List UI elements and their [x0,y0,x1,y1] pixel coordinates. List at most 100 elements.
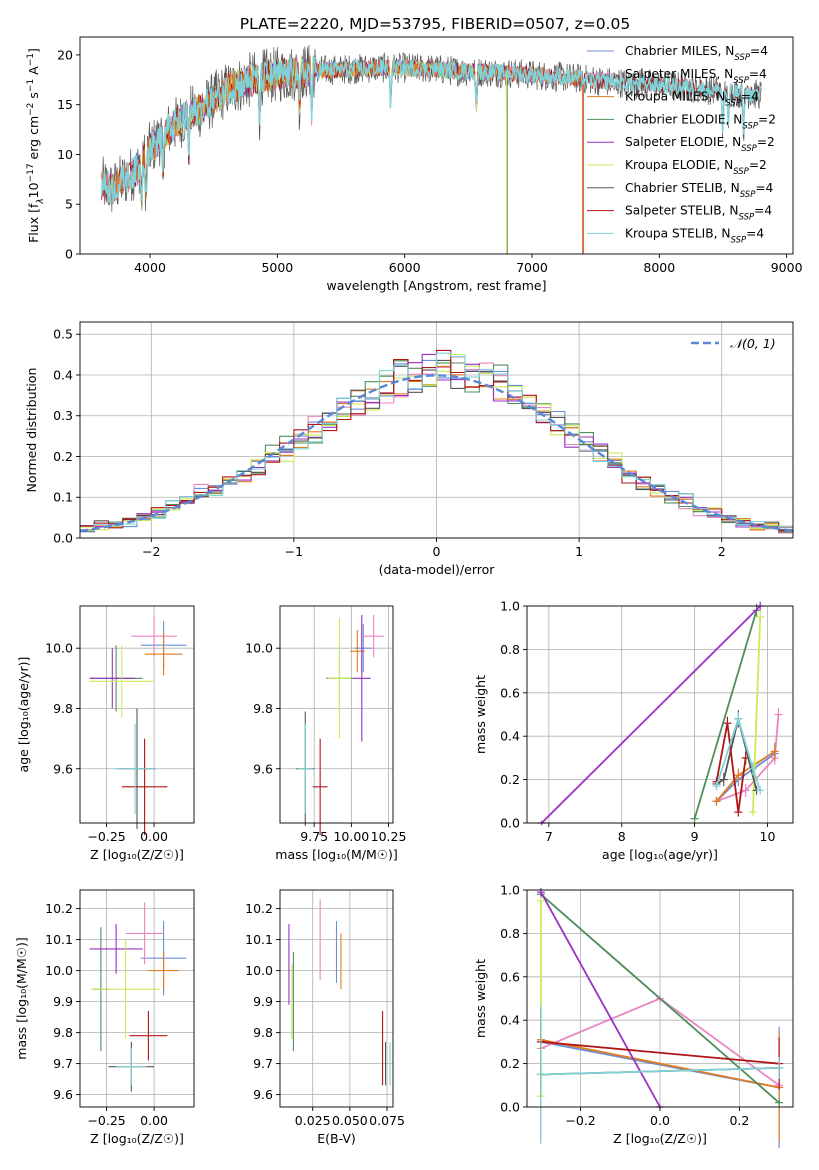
spectrum-series-KroupaSTELIB [100,55,762,204]
legend-text: Salpeter STELIB, N [625,204,738,218]
y-tick-label: 0.0 [53,531,73,546]
y-tick-label: 10.1 [45,932,73,947]
legend-label-ChabrierELODIE: Chabrier ELODIE, NSSP=2 [625,112,776,131]
x-tick-label: 5000 [261,260,293,275]
plot-frame [279,605,394,824]
y-tick-label: 0.0 [500,1100,520,1115]
x-tick-label: 0.00 [140,1113,168,1128]
frame-residual_hist: −2 −1 0 1 2 0.0 0.1 0.2 0.3 0.4 0.5 (data-model)/er… [24,321,794,577]
y-tick-label: 9.6 [53,761,73,776]
y-tick-label: 0.3 [53,408,73,423]
y-tick-label: 0.2 [500,1056,520,1071]
y-tick-label: 0.5 [53,327,73,342]
x-tick-label: 7 [545,829,553,844]
legend-subscript: SSP [742,121,758,131]
x-tick-label: 10.25 [371,829,407,844]
normal-curve [79,374,794,533]
x-tick-label: 0.050 [332,1113,368,1128]
legend-suffix: =2 [757,135,775,149]
spectrum-series-SalpeterSTELIB [101,56,762,203]
y-tick-label: 10.2 [45,901,73,916]
y-tick-label: 9.6 [253,761,273,776]
y-tick-label: 9.8 [53,701,73,716]
x-tick-label: 1 [575,544,583,559]
x-tick-label: 0.075 [369,1113,405,1128]
plot-frame [79,889,195,1108]
y-tick-label: 9.6 [253,1087,273,1102]
legend-label-SalpeterMILES: Salpeter MILES, NSSP=4 [625,67,767,86]
y-axis-label: mass [log₁₀(M/M☉)] [14,937,29,1059]
legend-subscript: SSP [738,213,754,223]
y-axis-label-part: −1 [26,53,36,66]
legend-label-normal: 𝒩(0, 1) [730,336,776,351]
y-tick-label: 0.4 [500,1013,520,1028]
y-tick-label: 0.2 [500,772,520,787]
x-tick-label: 0 [433,544,441,559]
weight-line-SalpeterMILES [716,714,780,803]
x-tick-label: −2 [142,544,160,559]
y-tick-label: 0 [65,247,73,262]
weight-line-ChabrierELODIE [693,610,758,819]
weight-line-KroupaSTELIB [540,1067,780,1076]
x-tick-label: 0.00 [140,829,168,844]
y-tick-label: 0.8 [500,926,520,941]
frame-mass_weight_vs_Z: −0.2 0.0 0.2 0.0 0.2 0.4 0.6 0.8 1.0 Z [log₁₀(Z/Z… [473,883,794,1146]
x-axis-label: age [log₁₀(age/yr)] [602,847,718,862]
legend-label-SalpeterSTELIB: Salpeter STELIB, NSSP=4 [625,204,772,223]
legend-text: Kroupa ELODIE, N [625,158,733,172]
y-axis-label-part: −17 [26,163,36,182]
x-tick-label: −0.25 [87,1113,125,1128]
x-tick-label: 9 [691,829,699,844]
legend-text: Chabrier ELODIE, N [625,112,742,126]
legend-subscript: SSP [733,76,749,86]
frame-age_vs_Z: −0.25 0.00 9.6 9.8 10.0 Z [log₁₀(Z/Z☉)] age [l… [16,605,195,862]
y-axis-label: Flux [fλ10−17 erg cm−2 s−1 A−1] [26,48,46,243]
y-tick-label: 10.0 [45,963,73,978]
legend-label-SalpeterELODIE: Salpeter ELODIE, NSSP=2 [625,135,775,154]
x-tick-label: 0.025 [295,1113,331,1128]
legend-subscript: SSP [733,167,749,177]
y-axis-label: mass weight [473,959,488,1038]
x-axis-label: Z [log₁₀(Z/Z☉)] [90,1131,184,1146]
frame-age_vs_mass: 9.75 10.00 10.25 9.6 9.8 10.0 mass [log₁₀(M/M☉… [245,605,407,862]
x-tick-label: 9.75 [300,829,328,844]
plot-frame [526,605,794,824]
y-tick-label: 0.6 [500,685,520,700]
x-tick-label: 9000 [771,260,803,275]
y-tick-label: 15 [57,97,73,112]
x-tick-label: 0.2 [729,1113,749,1128]
y-tick-label: 0.1 [53,490,73,505]
frame-mass_weight_vs_age: 7 8 9 10 0.0 0.2 0.4 0.6 0.8 1.0 age [log₁₀(age/yr… [473,599,794,862]
y-tick-label: 10.0 [45,641,73,656]
weight-line-ChabrierELODIE [540,893,780,1104]
x-axis-label: Z [log₁₀(Z/Z☉)] [613,1131,707,1146]
y-tick-label: 1.0 [500,599,520,614]
plot-frame [279,889,394,1108]
x-tick-label: 8000 [643,260,675,275]
legend-subscript: SSP [734,53,750,63]
weight-line-SalpeterELODIE [540,605,761,824]
y-tick-label: 0.6 [500,969,520,984]
x-tick-label: −0.25 [87,829,125,844]
x-tick-label: 6000 [389,260,421,275]
x-tick-label: 8 [618,829,626,844]
y-axis-label-part: 10 [26,182,41,198]
axes-mass_weight_vs_Z [527,887,793,1149]
y-tick-label: 9.9 [253,994,273,1009]
y-tick-label: 9.7 [53,1056,73,1071]
x-axis-label: (data-model)/error [379,562,496,577]
legend-label-KroupaELODIE: Kroupa ELODIE, NSSP=2 [625,158,767,177]
x-tick-label: 10.00 [333,829,369,844]
legend-suffix: =4 [754,204,772,218]
legend-label-ChabrierMILES: Chabrier MILES, NSSP=4 [625,44,768,63]
y-axis-label-part: s [26,92,41,103]
axes-mass_vs_ebv [280,890,393,1107]
x-tick-label: 0.0 [650,1113,670,1128]
legend-suffix: =4 [741,90,759,104]
y-axis-label-part: A [26,66,41,79]
legend-suffix: =4 [749,67,767,81]
legend-text: Salpeter MILES, N [625,67,733,81]
